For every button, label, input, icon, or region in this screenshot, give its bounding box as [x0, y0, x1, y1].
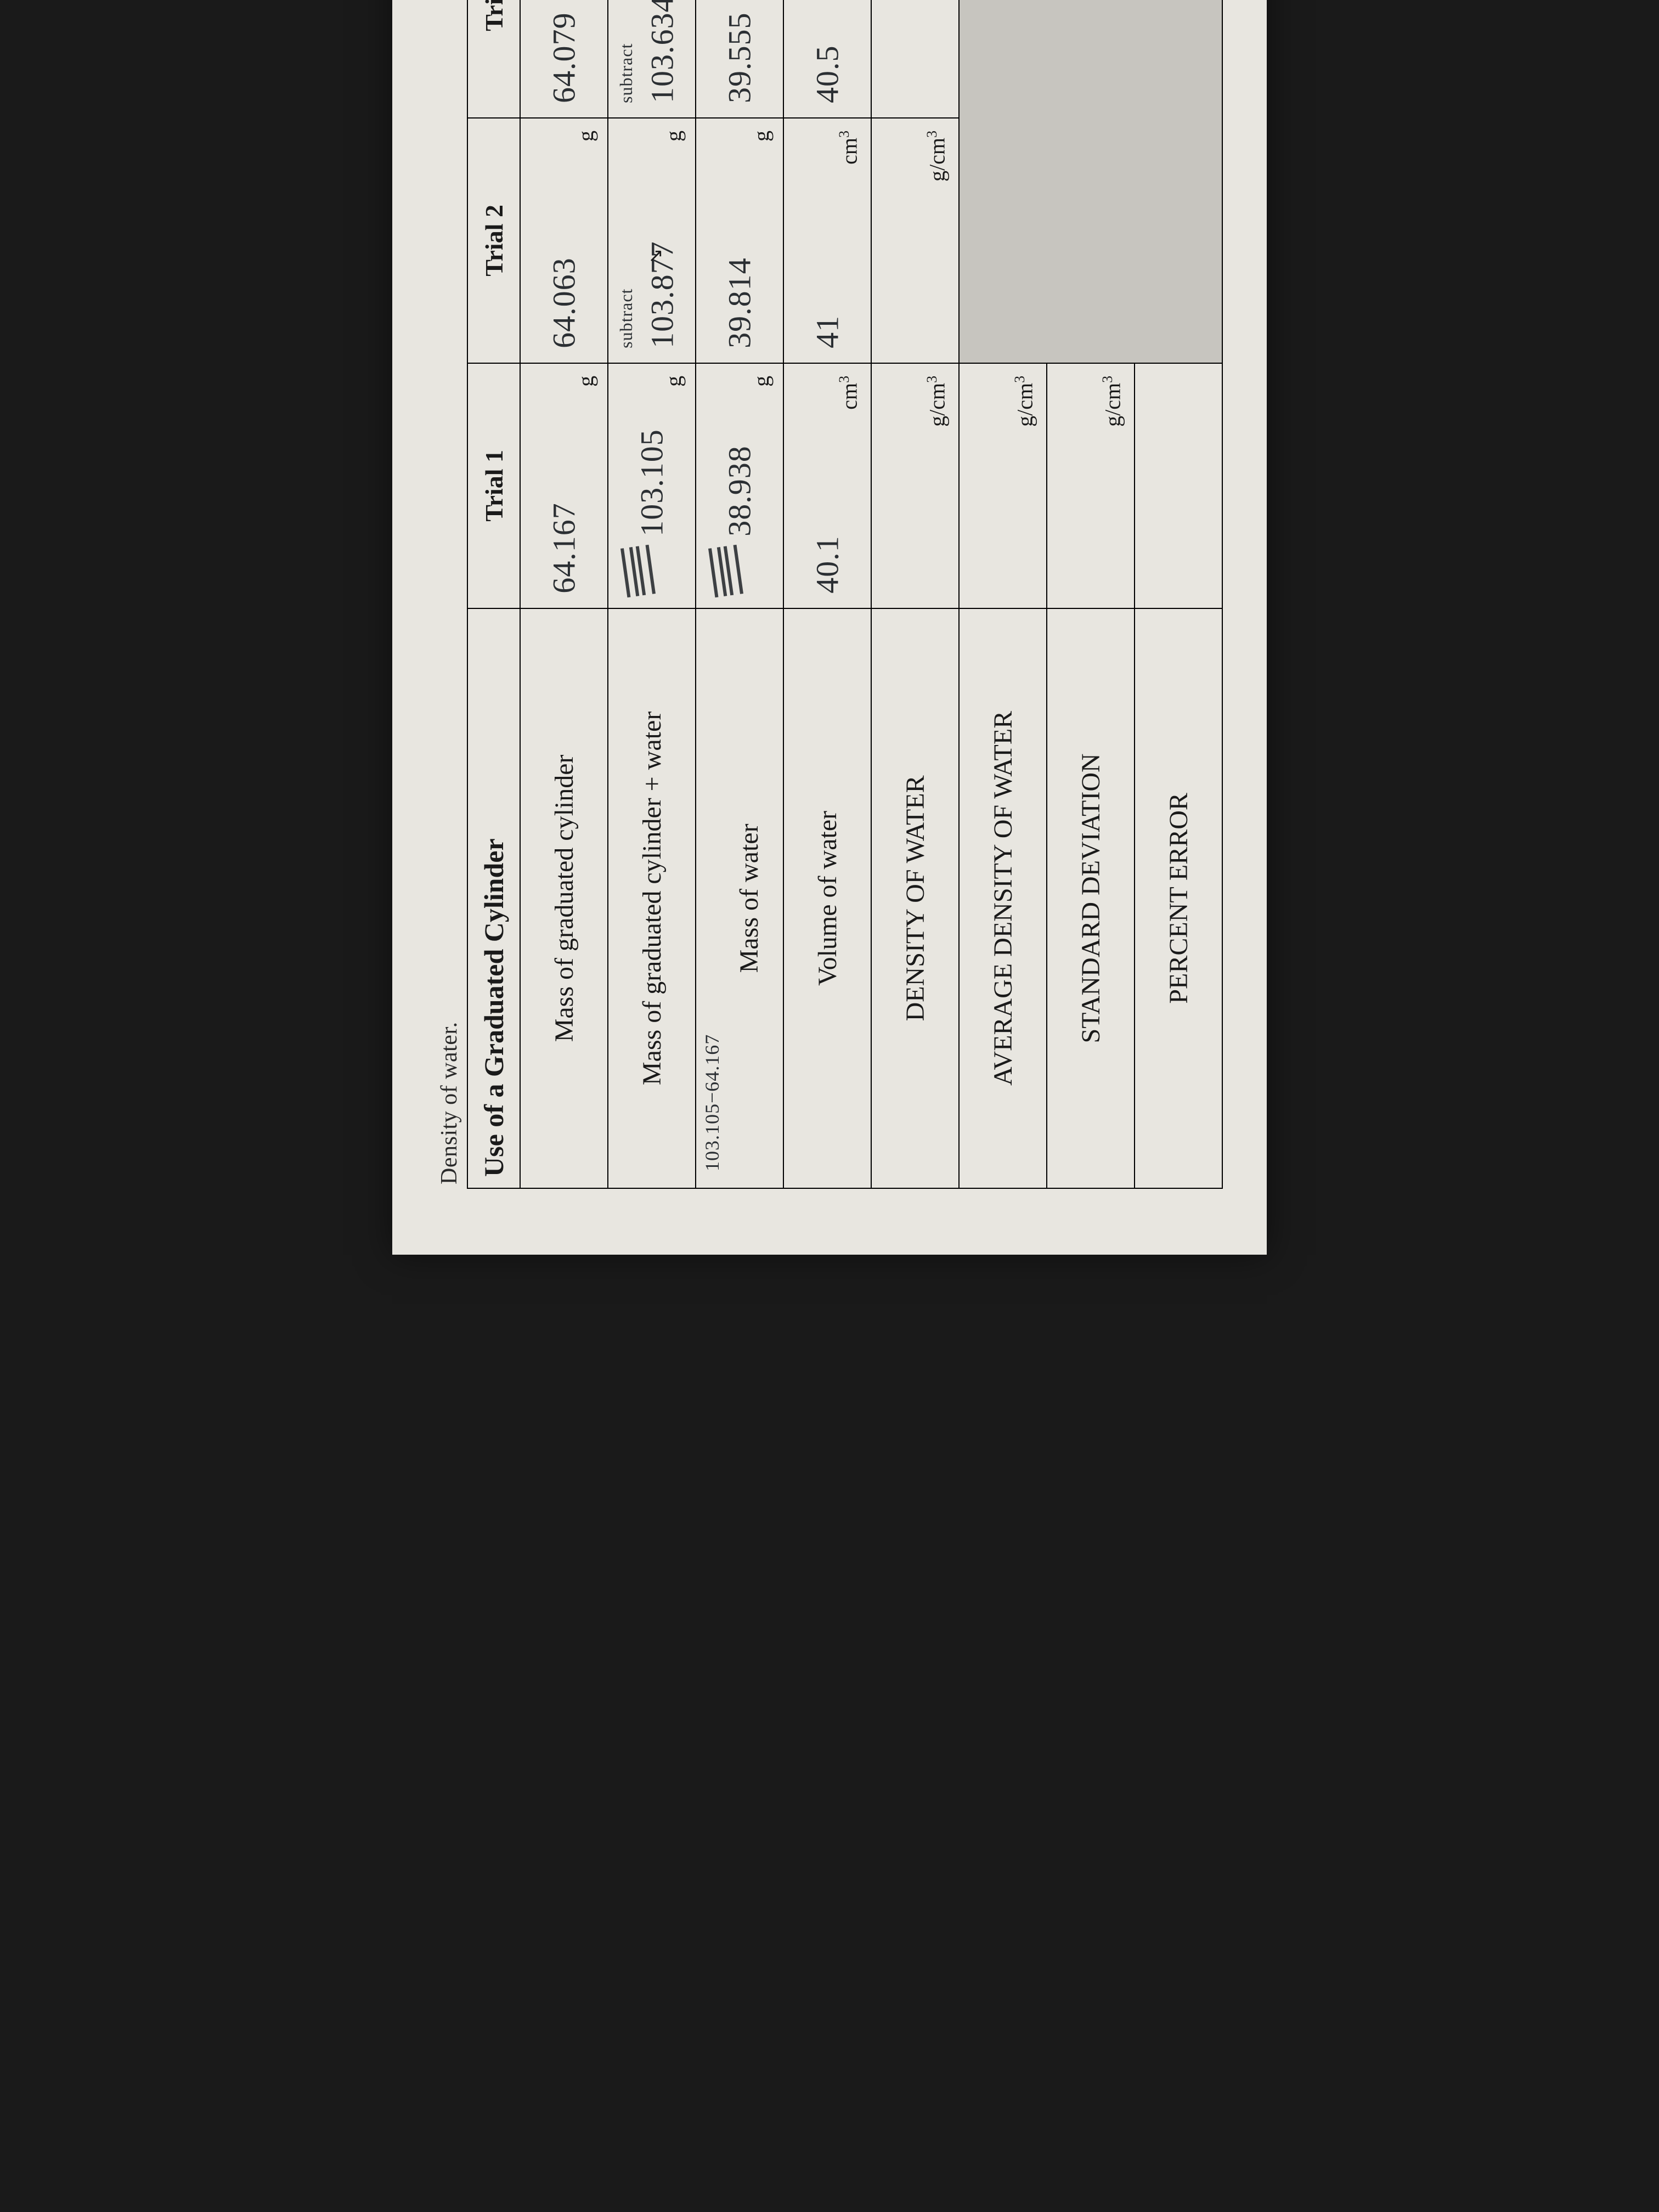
- cell: 64.167 g: [520, 363, 608, 608]
- unit-label: g: [661, 376, 686, 387]
- unit-label: g: [573, 131, 599, 142]
- row-label-text: Mass of water: [734, 631, 764, 1166]
- handwritten-value: 64.079: [546, 12, 583, 103]
- handwritten-note: subtract: [616, 289, 636, 348]
- row-label: AVERAGE DENSITY OF WATER: [959, 608, 1047, 1188]
- table-row: DENSITY OF WATER g/cm3 g/cm3 g/cm3: [871, 0, 959, 1188]
- table-body: Mass of graduated cylinder 64.167 g 64.0…: [520, 0, 1222, 1188]
- unit-label: g/cm3: [924, 131, 950, 182]
- handwritten-value: 103.105: [634, 429, 670, 537]
- cell: 39.814 g: [696, 118, 783, 363]
- handwritten-value: 39.555: [721, 12, 758, 103]
- row-label: Mass of graduated cylinder: [520, 608, 608, 1188]
- row-label: DENSITY OF WATER: [871, 608, 959, 1188]
- table-header-row: Use of a Graduated Cylinder Trial 1 Tria…: [467, 0, 520, 1188]
- cell: subtract 103.634 g: [608, 0, 696, 118]
- col-header-trial2: Trial 2: [467, 118, 520, 363]
- unit-label: g: [661, 131, 686, 142]
- header-fragment: Density of water.: [436, 0, 462, 1184]
- scribble-icon: [708, 545, 743, 597]
- cell: g/cm3: [871, 118, 959, 363]
- cell: g/cm3: [959, 363, 1047, 608]
- table-row: 103.105−64.167 Mass of water 38.938 g 39…: [696, 0, 783, 1188]
- unit-label: g: [573, 376, 599, 387]
- unit-label: g: [748, 131, 774, 142]
- row-label: PERCENT ERROR: [1135, 608, 1222, 1188]
- unit-label: cm3: [836, 131, 862, 165]
- handwritten-note: 103.105−64.167: [701, 1034, 724, 1171]
- unit-label: g/cm3: [1012, 376, 1037, 427]
- col-header-trial3: Trial 3: [467, 0, 520, 118]
- table-row: AVERAGE DENSITY OF WATER g/cm3: [959, 0, 1047, 1188]
- scribble-icon: [620, 545, 656, 597]
- cell: 40.1 cm3: [783, 363, 871, 608]
- cell: 41 cm3: [783, 118, 871, 363]
- row-label: Volume of water: [783, 608, 871, 1188]
- cell: g/cm3: [1047, 363, 1135, 608]
- worksheet-page: Density of water. g/cm Use of a Graduate…: [392, 0, 1267, 1255]
- cell: subtract 103.877 ↘ g: [608, 118, 696, 363]
- table-title: Use of a Graduated Cylinder: [467, 608, 520, 1188]
- cell: 103.105 g: [608, 363, 696, 608]
- handwritten-note: subtract: [616, 43, 636, 103]
- shaded-block: [959, 0, 1222, 363]
- table-row: Volume of water 40.1 cm3 41 cm3 40.5 cm3: [783, 0, 871, 1188]
- unit-label: g/cm3: [1099, 376, 1125, 427]
- cell: [1135, 363, 1222, 608]
- unit-label: cm3: [836, 376, 862, 410]
- row-label: 103.105−64.167 Mass of water: [696, 608, 783, 1188]
- table-row: Mass of graduated cylinder + water 103.1…: [608, 0, 696, 1188]
- handwritten-value: 39.814: [721, 257, 758, 348]
- cell: g/cm3: [871, 363, 959, 608]
- row-label: STANDARD DEVIATION: [1047, 608, 1135, 1188]
- data-table: Use of a Graduated Cylinder Trial 1 Tria…: [467, 0, 1223, 1189]
- handwritten-value: 41: [809, 315, 846, 348]
- cell: 38.938 g: [696, 363, 783, 608]
- row-label: Mass of graduated cylinder + water: [608, 608, 696, 1188]
- unit-label: g: [748, 376, 774, 387]
- table-row: Mass of graduated cylinder 64.167 g 64.0…: [520, 0, 608, 1188]
- handwritten-value: 64.167: [546, 503, 583, 594]
- cell: g/cm3: [871, 0, 959, 118]
- handwritten-value: 38.938: [721, 445, 758, 537]
- handwritten-value: 40.5: [809, 45, 846, 103]
- handwritten-value: 64.063: [546, 257, 583, 348]
- cell: 64.079 g: [520, 0, 608, 118]
- handwritten-value: 40.1: [809, 535, 846, 594]
- cell: 39.555 g: [696, 0, 783, 118]
- cell: 64.063 g: [520, 118, 608, 363]
- col-header-trial1: Trial 1: [467, 363, 520, 608]
- handwritten-value: 103.634: [644, 0, 680, 103]
- arrow-icon: ↘: [645, 248, 667, 264]
- cell: 40.5 cm3: [783, 0, 871, 118]
- unit-label: g/cm3: [924, 376, 950, 427]
